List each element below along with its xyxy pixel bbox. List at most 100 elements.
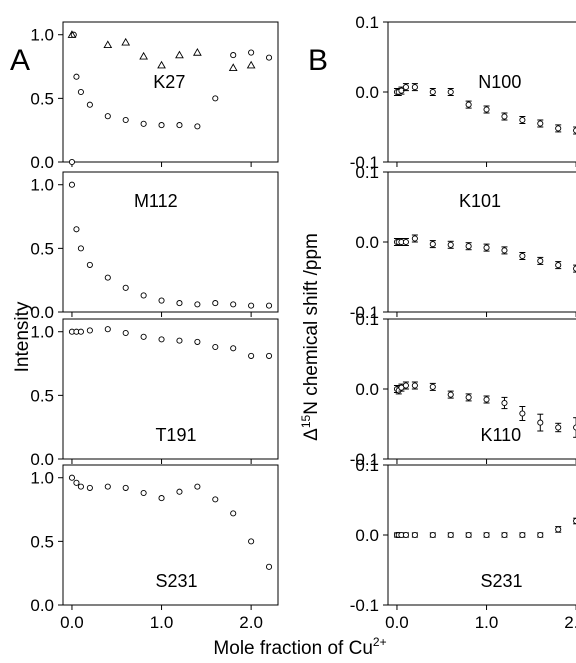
data-point [104, 113, 111, 120]
left-y-axis-label: Intensity [12, 301, 33, 372]
data-point [411, 531, 418, 539]
residue-label: K110 [480, 425, 521, 445]
y-tick-label: 0.0 [30, 153, 54, 172]
data-point [194, 301, 201, 308]
x-tick-label: 0.0 [385, 613, 409, 632]
data-point [465, 394, 472, 401]
data-point [194, 123, 201, 130]
data-point [176, 300, 183, 307]
x-tick-label: 1.0 [475, 613, 499, 632]
data-point [555, 262, 562, 269]
data-point-triangle [139, 51, 149, 60]
x-axis-label: Mole fraction of Cu2+ [213, 635, 386, 659]
data-point [86, 484, 93, 491]
data-point [519, 531, 526, 539]
plot-frame [62, 464, 279, 606]
data-point-triangle [175, 50, 184, 59]
panel-label-a: A [10, 44, 30, 77]
data-point [104, 326, 111, 333]
data-point [230, 345, 237, 352]
data-point [501, 531, 508, 539]
data-point [447, 531, 454, 539]
data-point [573, 265, 576, 272]
data-point [265, 563, 273, 570]
data-point [465, 531, 472, 539]
data-point [411, 382, 418, 389]
data-point [501, 247, 508, 254]
data-point [68, 474, 76, 481]
residue-label: N100 [478, 72, 521, 92]
data-point [86, 101, 93, 108]
data-point [176, 337, 183, 344]
data-point [140, 120, 147, 127]
data-point [77, 483, 84, 490]
data-point [573, 517, 576, 525]
y-tick-label: 0.0 [355, 233, 379, 252]
data-point [68, 181, 76, 188]
data-point [537, 419, 544, 426]
residue-label: M112 [134, 191, 178, 211]
y-tick-label: 0.0 [355, 380, 379, 399]
data-point [537, 531, 544, 539]
residue-label: S231 [155, 571, 197, 591]
data-point [519, 410, 526, 417]
data-point [140, 333, 147, 340]
data-point [140, 292, 147, 299]
data-point-triangle [192, 48, 202, 56]
subplot-b-k101: -0.1 0.0 0.1 K101 [350, 163, 576, 322]
y-tick-label: 0.5 [30, 386, 54, 405]
subplot-b-s231: -0.1 0.0 0.1 0.0 1.0 2.0 S231 [350, 456, 576, 632]
data-point [483, 244, 490, 251]
data-point [77, 328, 84, 335]
right-y-axis-label: Δ15N chemical shift /ppm [299, 233, 322, 441]
subplot-a-m112: 0.0 0.5 1.0 M112 [30, 171, 279, 322]
data-point [86, 261, 93, 268]
y-tick-label: -0.1 [350, 303, 379, 322]
data-point-triangle [228, 63, 238, 71]
residue-label: K27 [153, 72, 185, 92]
data-point [212, 343, 219, 351]
data-point [555, 424, 562, 431]
data-point [429, 531, 436, 539]
data-point [73, 479, 80, 486]
data-point [402, 382, 409, 389]
plot-frame [387, 21, 576, 163]
data-point [519, 252, 526, 260]
data-point [555, 526, 562, 533]
data-point [483, 531, 490, 539]
data-point [573, 424, 576, 431]
subplot-b-n100: -0.1 0.0 0.1 N100 [350, 13, 576, 172]
data-point [429, 88, 436, 96]
data-point [212, 300, 219, 307]
subplot-a-k27: 0.0 0.5 1.0 K27 [30, 21, 279, 172]
data-point [537, 120, 544, 127]
y-tick-label: 1.0 [30, 176, 54, 195]
data-point [122, 484, 129, 491]
data-point [447, 88, 454, 96]
subplot-a-s231: 0.0 0.5 1.0 0.0 1.0 2.0 S231 [30, 464, 279, 632]
data-point [519, 116, 526, 124]
data-point [176, 122, 183, 129]
data-point [265, 302, 273, 309]
x-tick-label: 2.0 [239, 613, 263, 632]
data-point [265, 352, 273, 359]
data-point [73, 73, 80, 80]
plot-frame [62, 21, 279, 163]
residue-label: S231 [480, 571, 522, 591]
data-point [483, 106, 490, 113]
y-tick-label: 1.0 [30, 26, 54, 45]
data-point [447, 241, 454, 248]
data-point [573, 127, 576, 134]
data-point [212, 95, 219, 102]
data-point [537, 257, 544, 264]
data-point [447, 391, 454, 398]
data-point [265, 54, 273, 61]
data-point [158, 297, 165, 304]
data-point [194, 483, 201, 490]
y-tick-label: 0.0 [30, 450, 54, 469]
data-point [104, 274, 111, 281]
plot-frame [62, 171, 279, 313]
data-point [77, 88, 84, 96]
data-point [411, 84, 418, 91]
